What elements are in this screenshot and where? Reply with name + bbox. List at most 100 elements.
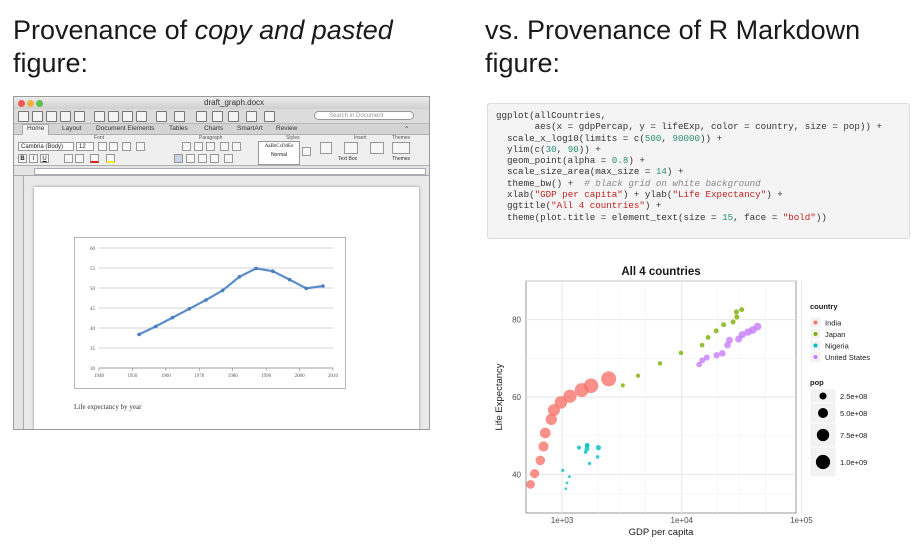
highlight-icon[interactable] [106, 154, 115, 163]
data-point-japan [730, 319, 736, 325]
code-token: )) + [700, 132, 723, 144]
themes-icon[interactable] [392, 142, 410, 154]
tab-document-elements[interactable]: Document Elements [96, 125, 155, 132]
text-effects-icon[interactable] [320, 142, 332, 154]
data-point [287, 277, 292, 282]
embedded-chart[interactable]: 30 35 40 45 50 55 60 1940 1950 1960 1970 1980 1990 20… [74, 237, 346, 389]
align-left-icon[interactable] [174, 154, 183, 163]
tab-layout[interactable]: Layout [62, 125, 82, 132]
media-browser-icon[interactable] [246, 111, 257, 122]
bold-icon[interactable]: B [18, 154, 27, 163]
underline-icon[interactable]: U [40, 154, 49, 163]
tab-charts[interactable]: Charts [204, 125, 224, 132]
shrink-font-icon[interactable] [109, 142, 118, 151]
legend-size-point [816, 428, 830, 442]
x-tick-label: 1990 [261, 374, 272, 379]
code-token: )) [815, 211, 827, 223]
data-point-nigeria [567, 475, 571, 479]
maximize-icon[interactable] [36, 100, 43, 107]
code-token: theme(plot.title = element_text(size = [496, 211, 723, 223]
right-heading: vs. Provenance of R Markdown figure: [485, 15, 861, 78]
data-point-japan [699, 342, 705, 348]
clear-format-icon[interactable] [136, 142, 145, 151]
copy-icon[interactable] [108, 111, 119, 122]
data-point-nigeria [561, 468, 565, 473]
style-gallery[interactable]: AaBbCcDdEe Normal [258, 141, 300, 165]
redo-icon[interactable] [174, 111, 185, 122]
paste-icon[interactable] [122, 111, 133, 122]
y-tick-label: 50 [90, 287, 96, 292]
code-token: xlab( [496, 189, 535, 201]
close-icon[interactable] [18, 100, 25, 107]
legend-label: Japan [825, 330, 845, 339]
toolbox-icon[interactable] [228, 111, 239, 122]
undo-icon[interactable] [156, 111, 167, 122]
numbering-icon[interactable] [194, 142, 203, 151]
legend-size-label: 7.5e+08 [840, 431, 867, 440]
data-point-japan [734, 314, 740, 320]
tab-home[interactable]: Home [22, 124, 50, 135]
sidebar-icon[interactable] [212, 111, 223, 122]
tab-tables[interactable]: Tables [169, 125, 188, 132]
justify-icon[interactable] [210, 154, 219, 163]
font-size-select[interactable]: 12 [76, 142, 94, 151]
y-tick-label: 45 [90, 307, 96, 312]
y-tick-label: 60 [90, 247, 96, 252]
decrease-indent-icon[interactable] [220, 142, 229, 151]
search-input[interactable]: Search in Document [314, 111, 414, 120]
change-case-icon[interactable] [122, 142, 131, 151]
tab-review[interactable]: Review [276, 125, 298, 132]
save-icon[interactable] [60, 111, 71, 122]
code-token: ) + [766, 189, 783, 201]
code-token: theme_bw() + [496, 177, 585, 189]
group-insert: Insert [354, 135, 367, 141]
align-right-icon[interactable] [198, 154, 207, 163]
minimize-icon[interactable] [27, 100, 34, 107]
group-font: Font [94, 135, 105, 141]
insert-text-box-icon[interactable] [344, 142, 358, 154]
document-page[interactable]: 30 35 40 45 50 55 60 1940 1950 1960 1970 1980 1990 20… [34, 187, 419, 429]
grow-font-icon[interactable] [98, 142, 107, 151]
font-color-icon[interactable] [90, 154, 99, 163]
x-tick-label: 1940 [94, 374, 105, 379]
code-token: "bold" [782, 211, 816, 223]
legend-key-point [813, 355, 818, 359]
code-token: , [661, 132, 673, 144]
legend-label: Nigeria [825, 342, 850, 351]
code-token: geom_point(alpha = [496, 155, 612, 167]
align-center-icon[interactable] [186, 154, 195, 163]
data-point-india [574, 383, 589, 398]
style-gallery-arrow-icon[interactable] [302, 147, 311, 156]
increase-indent-icon[interactable] [232, 142, 241, 151]
data-point-nigeria [564, 487, 568, 490]
font-name-select[interactable]: Cambria (Body) [18, 142, 74, 151]
italic-icon[interactable]: I [29, 154, 38, 163]
collapse-ribbon-icon[interactable]: ⌃ [404, 126, 410, 133]
subscript-icon[interactable] [75, 154, 84, 163]
code-line: ylim(c(30, 90)) + [496, 144, 901, 155]
insert-shape-icon[interactable] [370, 142, 384, 154]
templates-icon[interactable] [32, 111, 43, 122]
tab-smartart[interactable]: SmartArt [237, 125, 263, 132]
line-spacing-icon[interactable] [224, 154, 233, 163]
group-styles: Styles [286, 135, 300, 141]
paragraph-marks-icon[interactable] [196, 111, 207, 122]
multilevel-list-icon[interactable] [206, 142, 215, 151]
word-titlebar: draft_graph.docx [14, 97, 429, 109]
format-icon[interactable] [136, 111, 147, 122]
code-token: )) + [578, 143, 601, 155]
print-icon[interactable] [74, 111, 85, 122]
legend-key-point [813, 320, 818, 325]
code-token: 500 [644, 132, 662, 144]
themes-label: Themes [392, 156, 411, 162]
bullets-icon[interactable] [182, 142, 191, 151]
code-token: ) + [666, 166, 684, 178]
cut-icon[interactable] [94, 111, 105, 122]
zoom-icon[interactable] [264, 111, 275, 122]
left-heading: Provenance of copy and pasted figure: [13, 14, 463, 80]
superscript-icon[interactable] [64, 154, 73, 163]
open-icon[interactable] [46, 111, 57, 122]
ribbon: Font Paragraph Styles Insert Themes Camb… [14, 135, 429, 166]
new-document-icon[interactable] [18, 111, 29, 122]
data-point-nigeria [595, 455, 600, 459]
